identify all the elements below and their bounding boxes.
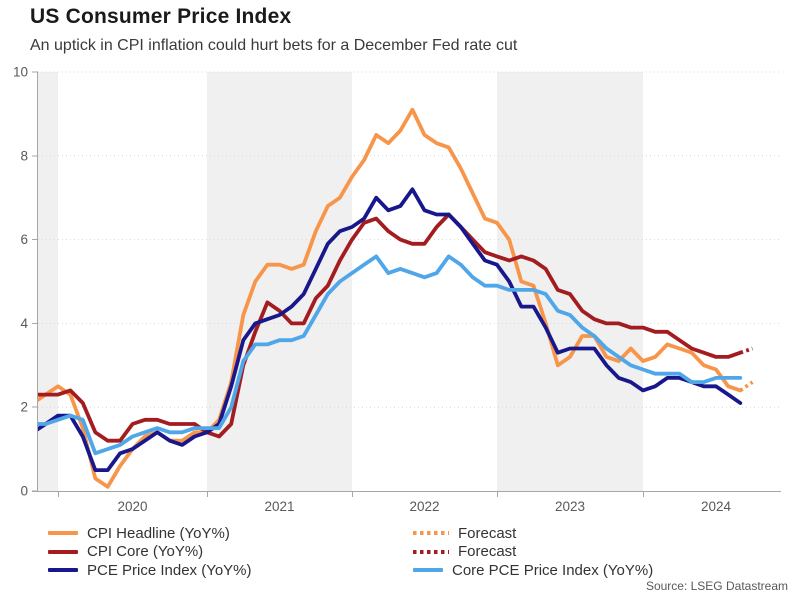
x-tick-label-2022: 2022: [409, 499, 439, 514]
legend-item-cpi_core-forecast: Forecast: [413, 543, 653, 562]
x-tick-label-2024: 2024: [701, 499, 732, 514]
x-tick-labels: 2020 2021 2022 2023 2024: [117, 499, 731, 514]
legend-label: CPI Core (YoY%): [87, 543, 204, 561]
chart-subtitle: An uptick in CPI inflation could hurt be…: [30, 37, 518, 54]
legend-label: CPI Headline (YoY%): [87, 524, 230, 542]
forecast-segment-cpi_core: [739, 346, 754, 355]
y-tick-label: 4: [20, 316, 28, 331]
series-line-cpi_core: [38, 212, 743, 443]
dotted-line-swatch-cpi_headline: [413, 531, 449, 536]
legend-label: Core PCE Price Index (YoY%): [452, 561, 654, 579]
year-band-2019: [38, 72, 58, 491]
y-tick-label: 2: [20, 400, 28, 415]
y-tick-label: 10: [13, 65, 28, 80]
axes: [32, 71, 781, 497]
y-tick-label: 6: [20, 232, 28, 247]
legend-item-cpi_headline-forecast: Forecast: [413, 524, 653, 543]
forecast-segment-cpi_headline: [739, 380, 754, 393]
x-tick-label-2020: 2020: [117, 499, 147, 514]
legend-label: Forecast: [458, 543, 517, 561]
chart-legend-column-1: CPI Headline (YoY%) CPI Core (YoY%) PCE Pr…: [48, 524, 252, 580]
y-tick-labels: 0 2 4 6 8 10: [13, 65, 29, 499]
legend-label: Forecast: [458, 524, 517, 542]
y-tick-label: 0: [20, 484, 28, 499]
page-title: US Consumer Price Index: [30, 5, 292, 28]
line-swatch-pce: [48, 568, 78, 573]
series-line-pce: [38, 187, 743, 473]
legend-label: PCE Price Index (YoY%): [87, 561, 252, 579]
dotted-line-swatch-cpi_core: [413, 549, 449, 554]
gridlines: [38, 71, 781, 408]
chart-legend-column-2: Forecast Forecast Core PCE Price Index (Yo…: [413, 524, 653, 580]
y-tick-label: 8: [20, 148, 28, 163]
line-swatch-cpi_headline: [48, 531, 78, 536]
year-band-2023: [497, 72, 643, 491]
line-swatch-core_pce: [413, 568, 443, 573]
source-attribution: Source: LSEG Datastream: [645, 579, 788, 593]
legend-item-core_pce: Core PCE Price Index (YoY%): [413, 561, 653, 580]
x-tick-label-2021: 2021: [264, 499, 294, 514]
legend-item-cpi_core: CPI Core (YoY%): [48, 543, 252, 562]
series-line-core_pce: [38, 254, 743, 456]
legend-item-pce: PCE Price Index (YoY%): [48, 561, 252, 580]
x-tick-label-2023: 2023: [555, 499, 585, 514]
line-swatch-cpi_core: [48, 549, 78, 554]
legend-item-cpi_headline: CPI Headline (YoY%): [48, 524, 252, 543]
